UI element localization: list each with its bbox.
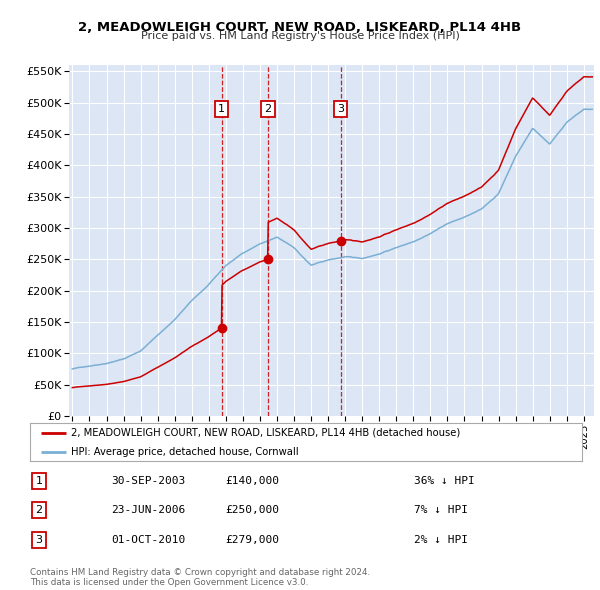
Text: HPI: Average price, detached house, Cornwall: HPI: Average price, detached house, Corn… [71, 447, 299, 457]
Text: 2% ↓ HPI: 2% ↓ HPI [414, 535, 468, 545]
Text: 2: 2 [265, 104, 272, 114]
Text: This data is licensed under the Open Government Licence v3.0.: This data is licensed under the Open Gov… [30, 578, 308, 588]
Text: 1: 1 [218, 104, 225, 114]
Text: 23-JUN-2006: 23-JUN-2006 [111, 506, 185, 515]
Text: £250,000: £250,000 [225, 506, 279, 515]
Text: 1: 1 [35, 476, 43, 486]
Text: £140,000: £140,000 [225, 476, 279, 486]
Text: Contains HM Land Registry data © Crown copyright and database right 2024.: Contains HM Land Registry data © Crown c… [30, 568, 370, 577]
Text: Price paid vs. HM Land Registry's House Price Index (HPI): Price paid vs. HM Land Registry's House … [140, 31, 460, 41]
Text: £279,000: £279,000 [225, 535, 279, 545]
Text: 3: 3 [35, 535, 43, 545]
Text: 01-OCT-2010: 01-OCT-2010 [111, 535, 185, 545]
Text: 2, MEADOWLEIGH COURT, NEW ROAD, LISKEARD, PL14 4HB: 2, MEADOWLEIGH COURT, NEW ROAD, LISKEARD… [79, 21, 521, 34]
Text: 7% ↓ HPI: 7% ↓ HPI [414, 506, 468, 515]
Text: 30-SEP-2003: 30-SEP-2003 [111, 476, 185, 486]
Text: 2, MEADOWLEIGH COURT, NEW ROAD, LISKEARD, PL14 4HB (detached house): 2, MEADOWLEIGH COURT, NEW ROAD, LISKEARD… [71, 428, 461, 438]
Text: 3: 3 [337, 104, 344, 114]
Text: 2: 2 [35, 506, 43, 515]
Text: 36% ↓ HPI: 36% ↓ HPI [414, 476, 475, 486]
